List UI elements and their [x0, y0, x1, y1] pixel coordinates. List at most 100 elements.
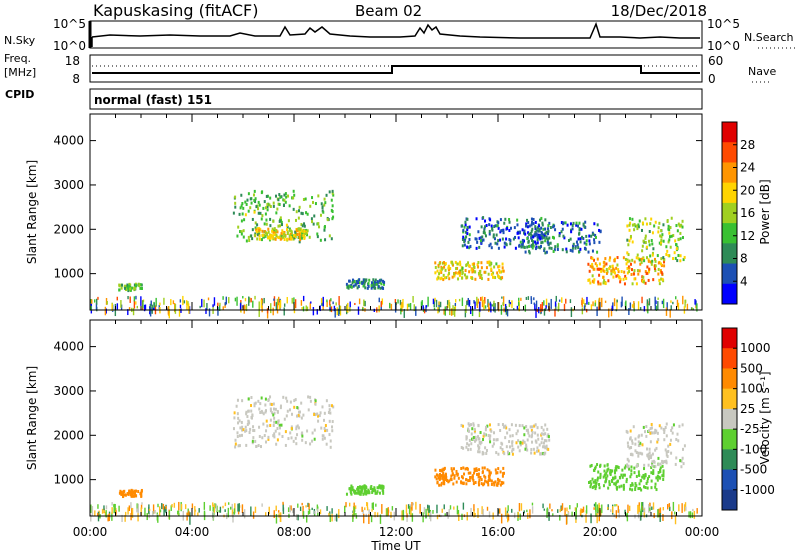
echo-cell — [503, 241, 506, 245]
echo-cell — [258, 227, 261, 231]
echo-cell — [155, 297, 157, 307]
echo-cell — [469, 244, 472, 248]
echo-cell — [520, 297, 522, 301]
echo-cell — [305, 228, 308, 232]
echo-cell — [356, 280, 359, 284]
echo-cell — [458, 298, 461, 302]
echo-cell — [637, 487, 640, 491]
echo-cell — [629, 221, 632, 225]
echo-cell — [288, 237, 291, 241]
echo-cell — [332, 193, 335, 197]
echo-cell — [300, 236, 303, 240]
echo-cell — [438, 301, 440, 306]
echo-cell — [374, 511, 376, 518]
echo-cell — [262, 235, 265, 239]
echo-cell — [571, 227, 574, 231]
echo-cell — [651, 506, 653, 510]
echo-cell — [265, 194, 268, 198]
echo-cell — [461, 513, 463, 520]
echo-cell — [480, 225, 483, 229]
echo-cell — [534, 230, 537, 234]
echo-cell — [270, 233, 273, 237]
echo-cell — [521, 424, 524, 428]
echo-cell — [679, 237, 682, 241]
echo-cell — [588, 481, 591, 485]
echo-cell — [465, 235, 468, 239]
echo-cell — [464, 230, 467, 234]
echo-cell — [600, 509, 602, 517]
echo-cell — [606, 474, 609, 478]
echo-cell — [442, 273, 445, 277]
echo-cell — [294, 232, 297, 236]
echo-cell — [656, 478, 659, 482]
echo-cell — [308, 509, 311, 514]
echo-cell — [450, 308, 453, 316]
echo-cell — [663, 260, 666, 264]
echo-cell — [359, 486, 362, 490]
echo-cell — [285, 396, 288, 400]
echo-cell — [657, 471, 660, 475]
echo-cell — [463, 240, 466, 244]
echo-cell — [453, 272, 456, 276]
echo-cell — [450, 467, 453, 471]
echo-cell — [159, 509, 162, 513]
echo-cell — [670, 300, 672, 303]
echo-cell — [492, 235, 495, 239]
echo-cell — [212, 304, 214, 308]
echo-cell — [628, 217, 631, 221]
echo-cell — [584, 303, 586, 308]
echo-cell — [456, 473, 459, 477]
echo-cell — [345, 502, 347, 508]
echo-cell — [535, 449, 538, 453]
echo-cell — [512, 237, 515, 241]
echo-cell — [301, 438, 304, 442]
echo-cell — [241, 201, 244, 205]
echo-cell — [590, 304, 593, 310]
echo-cell — [309, 204, 312, 208]
echo-cell — [488, 473, 491, 477]
echo-cell — [332, 405, 335, 409]
echo-cell — [323, 203, 326, 207]
echo-cell — [306, 229, 309, 233]
echo-cell — [525, 224, 528, 228]
echo-cell — [298, 410, 301, 414]
echo-cell — [523, 433, 526, 437]
echo-cell — [488, 437, 491, 441]
echo-cell — [509, 242, 512, 246]
echo-cell — [544, 232, 547, 236]
echo-cell — [637, 225, 640, 229]
echo-cell — [658, 241, 661, 245]
echo-cell — [496, 224, 499, 228]
echo-cell — [466, 217, 469, 221]
echo-cell — [273, 298, 275, 301]
echo-cell — [555, 295, 557, 302]
echo-cell — [300, 228, 303, 232]
echo-cell — [227, 507, 230, 518]
echo-cell — [662, 469, 665, 473]
echo-cell — [590, 463, 593, 467]
echo-cell — [325, 193, 328, 197]
echo-cell — [543, 439, 546, 443]
echo-cell — [469, 471, 472, 475]
echo-cell — [480, 440, 483, 444]
echo-cell — [608, 308, 610, 318]
velocity-colorbar-label: Velocity [m s⁻¹] — [758, 371, 772, 464]
echo-cell — [290, 505, 292, 511]
echo-cell — [313, 413, 316, 417]
echo-cell — [497, 275, 500, 279]
echo-cell — [631, 282, 634, 286]
echo-cell — [570, 228, 573, 232]
echo-cell — [655, 446, 658, 450]
echo-cell — [613, 271, 616, 275]
echo-cell — [252, 300, 254, 308]
echo-cell — [439, 468, 442, 472]
echo-cell — [372, 489, 375, 493]
echo-cell — [634, 487, 637, 491]
echo-cell — [296, 433, 299, 437]
echo-cell — [131, 489, 134, 493]
echo-cell — [330, 404, 333, 408]
echo-cell — [278, 432, 281, 436]
echo-cell — [358, 278, 361, 282]
echo-cell — [462, 466, 465, 470]
echo-cell — [165, 506, 167, 510]
